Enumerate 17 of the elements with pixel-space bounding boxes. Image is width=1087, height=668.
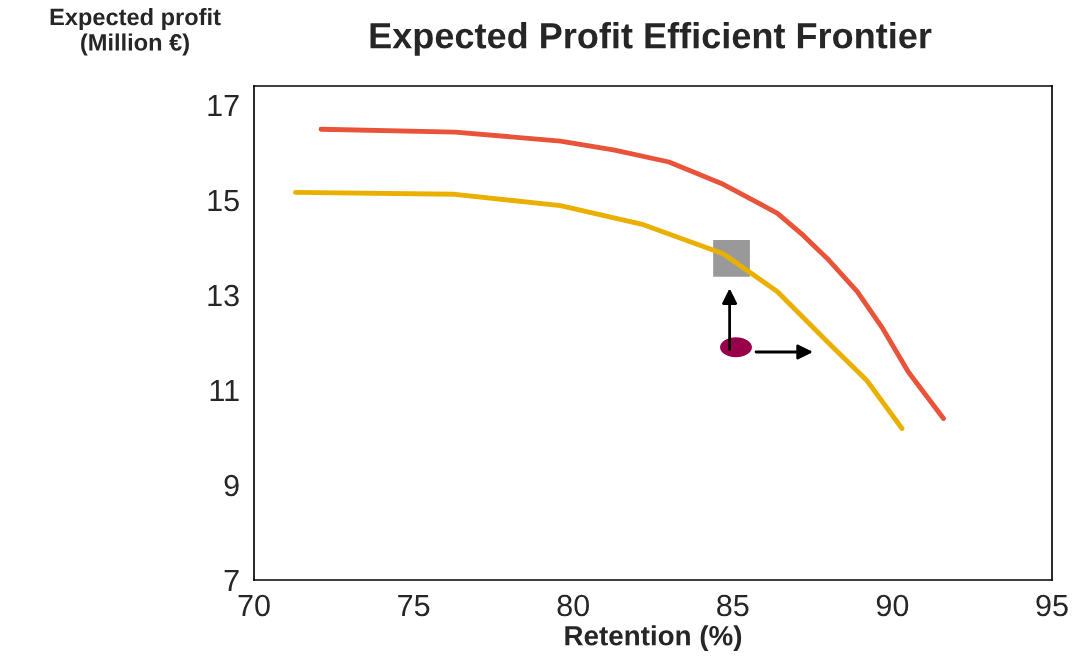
x-tick-label: 80 bbox=[557, 594, 589, 617]
x-axis-title: Retention (%) bbox=[565, 625, 742, 652]
y-tick-label: 13 bbox=[208, 284, 239, 307]
y-tick-label: 17 bbox=[208, 95, 239, 117]
chart-title: Expected Profit Efficient Frontier bbox=[370, 22, 932, 56]
x-tick-label: 75 bbox=[398, 595, 430, 617]
x-tick-label: 85 bbox=[717, 594, 749, 617]
y-tick-label: 15 bbox=[208, 190, 239, 212]
line-series bbox=[318, 126, 946, 421]
line-series bbox=[293, 189, 905, 431]
y-tick-label: 9 bbox=[224, 474, 239, 497]
x-tick-label: 70 bbox=[238, 594, 270, 617]
y-tick-label: 7 bbox=[224, 570, 239, 592]
x-tick-label: 95 bbox=[1036, 594, 1068, 617]
y-tick-label: 11 bbox=[210, 380, 239, 402]
x-tick-label: 90 bbox=[876, 594, 909, 617]
y-axis-title: Expected profit (Million €) bbox=[50, 8, 221, 56]
